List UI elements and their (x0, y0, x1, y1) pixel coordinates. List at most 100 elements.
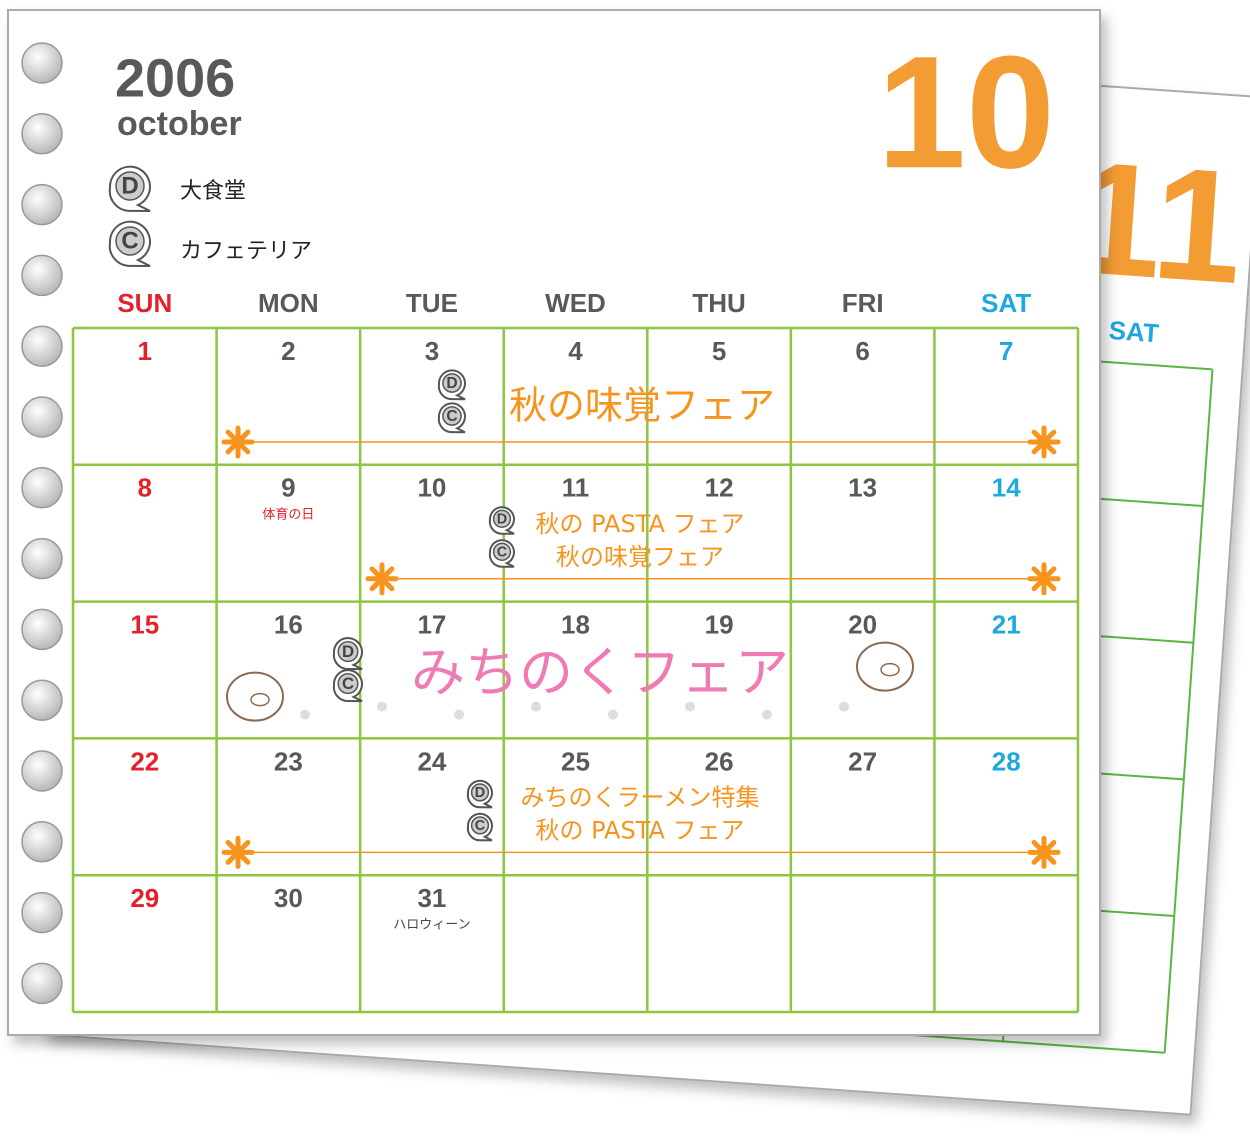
event-title: 秋の PASTA フェア (535, 816, 744, 844)
petal (685, 701, 695, 712)
store-icon: C (437, 402, 466, 434)
day-number: 9 (281, 473, 295, 503)
weekday-label: TUE (406, 288, 458, 318)
year: 2006 (115, 48, 235, 108)
day-number: 2 (281, 336, 295, 366)
store-icon: C (488, 539, 515, 568)
day-number: 23 (274, 746, 303, 776)
boar-doodle (226, 671, 284, 722)
day-number: 8 (138, 473, 152, 503)
day-note: ハロウィーン (393, 918, 470, 933)
month-number: 10 (877, 22, 1055, 201)
icon-disc (115, 171, 145, 201)
store-icon: C (108, 220, 151, 267)
binder-ring (21, 325, 63, 367)
asterisk-stroke (1031, 840, 1057, 865)
petal (377, 701, 387, 712)
asterisk (1027, 425, 1061, 459)
day-number: 6 (855, 336, 869, 366)
day-number: 18 (561, 609, 590, 639)
day-number: 11 (562, 473, 590, 503)
asterisk-stroke (225, 840, 251, 865)
binder-ring (21, 254, 63, 297)
store-icon: D (466, 779, 493, 809)
asterisk-stroke (1031, 429, 1057, 455)
back-weekday: SAT (1108, 315, 1160, 348)
legend-label: カフェテリア (180, 239, 312, 264)
weekday-label: SUN (117, 288, 172, 318)
store-icon: D (437, 369, 466, 401)
day-number: 24 (417, 746, 446, 776)
petal (531, 701, 541, 712)
binder-ring (21, 891, 63, 934)
day-number: 26 (705, 746, 734, 776)
day-number: 13 (848, 473, 877, 503)
day-number: 25 (561, 746, 590, 776)
icon-disc (470, 783, 490, 802)
petal (608, 709, 618, 720)
day-number: 21 (992, 609, 1021, 639)
asterisk (1027, 835, 1061, 869)
binder-ring (21, 821, 63, 863)
day-number: 19 (705, 609, 734, 639)
icon-letter: D (342, 642, 354, 661)
day-number: 30 (274, 883, 303, 913)
day-number: 12 (705, 473, 734, 503)
binder-ring (21, 608, 63, 651)
icon-disc (442, 406, 462, 426)
petal (762, 709, 772, 720)
weekday-label: MON (258, 288, 319, 318)
asterisk-stroke (369, 566, 395, 592)
icon-letter: C (121, 227, 138, 254)
store-icon: C (466, 812, 493, 842)
day-number: 14 (992, 473, 1021, 503)
icon-disc (492, 509, 512, 528)
icon-disc (337, 641, 359, 663)
day-number: 28 (992, 746, 1021, 776)
icon-disc (115, 226, 145, 256)
binder-ring (21, 113, 63, 155)
binder-ring (21, 183, 63, 226)
icon-letter: C (497, 545, 507, 561)
asterisk-stroke (1031, 566, 1057, 592)
asterisk (221, 835, 255, 869)
day-number: 29 (130, 883, 159, 913)
binder-ring (21, 396, 63, 438)
day-number: 27 (848, 746, 877, 776)
event-title: 秋の味覚フェア (556, 543, 724, 571)
icon-letter: D (497, 512, 507, 528)
day-number: 16 (274, 609, 303, 639)
icon-letter: C (475, 818, 485, 834)
boar-doodle (856, 641, 914, 692)
boar-snout (250, 692, 270, 707)
icon-letter: D (121, 172, 138, 199)
icon-disc (442, 373, 462, 393)
icon-disc (470, 816, 490, 835)
binder-ring (21, 679, 63, 721)
event-title: 秋の味覚フェア (509, 384, 775, 428)
event-title: みちのくフェア (411, 641, 789, 704)
store-icon: D (488, 506, 515, 535)
day-number: 7 (999, 336, 1013, 366)
icon-disc (492, 542, 512, 561)
weekday-label: FRI (842, 288, 884, 318)
event-title: みちのくラーメン特集 (520, 783, 759, 811)
day-number: 17 (417, 609, 446, 639)
asterisk-stroke (225, 429, 251, 455)
icon-letter: D (446, 375, 457, 392)
day-number: 4 (568, 336, 583, 366)
binder-ring (21, 962, 63, 1005)
store-icon: D (108, 165, 151, 212)
month-name: october (117, 105, 242, 143)
asterisk (1027, 562, 1061, 596)
binder-ring (21, 750, 63, 792)
icon-disc (337, 673, 359, 695)
asterisk (365, 562, 399, 596)
day-number: 20 (848, 609, 877, 639)
weekday-label: THU (692, 288, 745, 318)
day-number: 15 (130, 609, 159, 639)
store-icon: C (332, 669, 363, 703)
day-number: 22 (130, 746, 159, 776)
